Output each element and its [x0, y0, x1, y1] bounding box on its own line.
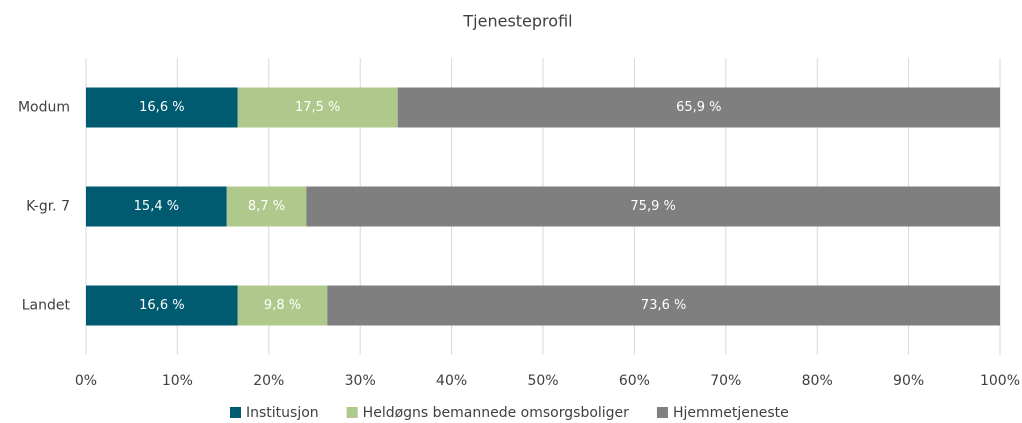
bar-segment	[327, 285, 1000, 326]
x-tick-label: 60%	[619, 373, 650, 389]
value-label: 75,9 %	[630, 199, 675, 214]
x-tick-label: 50%	[527, 373, 558, 389]
y-tick-label: Landet	[22, 298, 71, 314]
x-tick-label: 40%	[436, 373, 467, 389]
y-tick-label: K-gr. 7	[26, 199, 70, 215]
bar-segment	[237, 285, 328, 326]
x-tick-label: 80%	[802, 373, 833, 389]
value-label: 16,6 %	[139, 100, 184, 115]
bar-segment	[86, 285, 238, 326]
value-label: 9,8 %	[264, 298, 301, 313]
y-tick-label: Modum	[18, 100, 70, 116]
legend-label: Institusjon	[246, 405, 319, 421]
bar-segment	[237, 87, 398, 128]
bar-segment	[306, 186, 1000, 227]
value-label: 17,5 %	[295, 100, 340, 115]
bar-segment	[397, 87, 1000, 128]
bar-segment	[226, 186, 307, 227]
value-label: 65,9 %	[676, 100, 721, 115]
value-label: 15,4 %	[134, 199, 179, 214]
legend-label: Heldøgns bemannede omsorgsboliger	[363, 405, 629, 421]
legend-label: Hjemmetjeneste	[673, 405, 789, 421]
legend-swatch	[346, 407, 358, 418]
x-tick-label: 70%	[710, 373, 741, 389]
bar-segment	[86, 87, 238, 128]
bar-segment	[86, 186, 227, 227]
value-label: 8,7 %	[248, 199, 285, 214]
value-label: 16,6 %	[139, 298, 184, 313]
x-tick-label: 90%	[893, 373, 924, 389]
legend-swatch	[230, 407, 241, 418]
x-tick-label: 100%	[980, 373, 1020, 389]
x-tick-label: 20%	[253, 373, 284, 389]
x-tick-label: 30%	[345, 373, 376, 389]
value-label: 73,6 %	[641, 298, 686, 313]
x-tick-label: 10%	[162, 373, 193, 389]
legend-swatch	[656, 407, 668, 418]
chart-title: Tjenesteprofil	[462, 12, 572, 31]
x-tick-label: 0%	[75, 373, 97, 389]
